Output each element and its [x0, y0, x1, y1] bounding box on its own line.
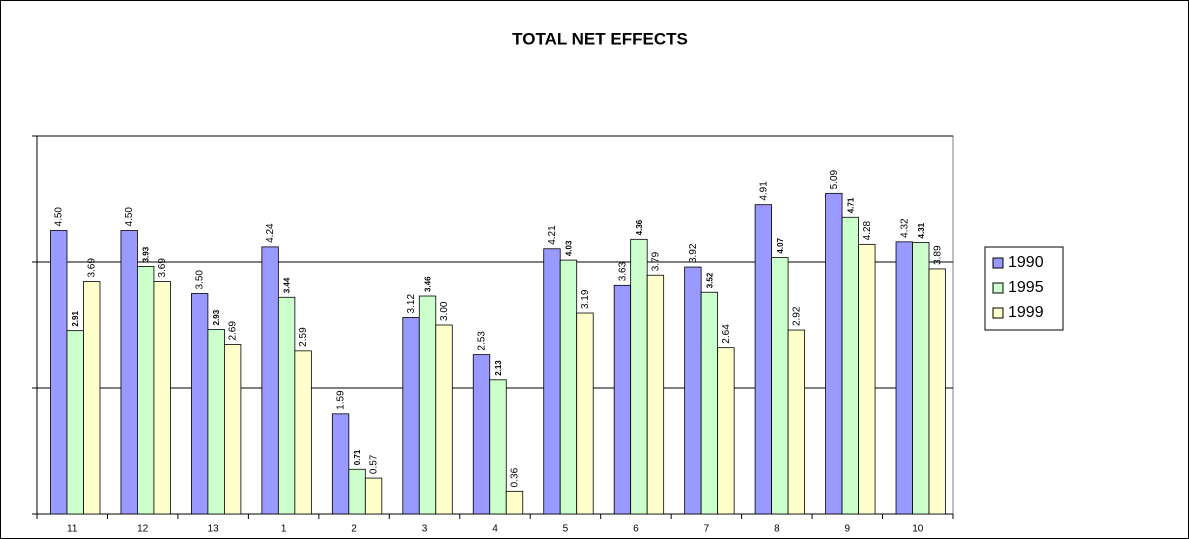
value-label: 0.36 — [510, 467, 521, 487]
value-label: 4.32 — [899, 218, 910, 238]
bar — [505, 490, 524, 515]
legend-label: 1999 — [1008, 304, 1044, 321]
x-tick-label: 12 — [137, 524, 149, 535]
bar — [120, 230, 138, 515]
value-label: 4.36 — [635, 219, 644, 235]
value-label: 2.13 — [494, 360, 503, 376]
bar — [543, 248, 561, 515]
bar — [364, 477, 383, 515]
value-label: 2.69 — [228, 321, 239, 341]
bar — [559, 259, 578, 515]
x-tick-label: 2 — [351, 524, 357, 535]
value-label: 2.91 — [71, 311, 80, 327]
bar — [489, 379, 507, 515]
value-label: 3.93 — [142, 246, 151, 262]
x-tick-label: 3 — [422, 524, 428, 535]
bar — [83, 281, 101, 515]
x-tick-label: 9 — [845, 524, 851, 535]
value-label: 2.93 — [212, 309, 221, 325]
bar — [912, 242, 930, 515]
legend-swatch — [992, 257, 1004, 269]
bar — [825, 192, 843, 515]
value-label: 2.53 — [477, 331, 488, 351]
value-label: 3.00 — [439, 301, 450, 321]
legend-label: 1990 — [1008, 254, 1044, 271]
bar — [418, 295, 437, 515]
value-label: 4.28 — [862, 220, 873, 240]
bar — [613, 284, 632, 515]
bar — [261, 246, 279, 515]
value-label: 2.59 — [298, 327, 309, 347]
value-label: 3.92 — [688, 243, 699, 263]
bar — [207, 329, 225, 515]
legend-swatch — [992, 307, 1004, 319]
bar — [754, 204, 772, 515]
value-label: 3.79 — [650, 251, 661, 271]
value-label: 4.31 — [917, 222, 926, 238]
legend-label: 1995 — [1008, 279, 1044, 296]
bar — [191, 293, 209, 515]
value-label: 4.21 — [547, 225, 558, 245]
value-label: 0.71 — [353, 449, 362, 465]
value-label: 4.50 — [124, 207, 135, 227]
bar — [841, 216, 859, 515]
x-tick-label: 13 — [208, 524, 220, 535]
bar — [684, 266, 702, 515]
bar — [402, 317, 420, 515]
bar — [771, 257, 789, 515]
bar — [435, 324, 453, 515]
value-label: 4.03 — [564, 240, 573, 256]
bar — [66, 330, 84, 515]
value-label: 4.24 — [265, 223, 276, 243]
value-label: 3.50 — [195, 270, 206, 290]
bar — [700, 291, 719, 515]
x-tick-label: 8 — [774, 524, 780, 535]
value-label: 3.52 — [705, 272, 714, 288]
x-tick-label: 5 — [563, 524, 569, 535]
x-tick-label: 7 — [704, 524, 710, 535]
bar — [153, 281, 171, 515]
value-label: 0.57 — [369, 454, 380, 474]
bar — [895, 241, 913, 515]
x-tick-label: 1 — [281, 524, 287, 535]
x-tick-label: 4 — [492, 524, 498, 535]
x-tick-label: 6 — [633, 524, 639, 535]
value-label: 3.12 — [406, 294, 417, 314]
bar — [348, 468, 366, 515]
value-label: 3.69 — [87, 258, 98, 278]
value-label: 3.19 — [580, 289, 591, 309]
bar — [630, 238, 648, 515]
bar — [787, 329, 805, 515]
value-label: 3.63 — [617, 261, 628, 281]
value-label: 3.44 — [283, 277, 292, 293]
bar — [717, 347, 735, 515]
value-label: 2.64 — [721, 324, 732, 344]
value-label: 5.09 — [829, 169, 840, 189]
bar — [224, 344, 242, 515]
value-label: 3.89 — [932, 245, 943, 265]
value-label: 3.69 — [157, 258, 168, 278]
chart-title: TOTAL NET EFFECTS — [512, 29, 688, 48]
legend-swatch — [992, 282, 1004, 294]
bar — [331, 413, 350, 515]
value-label: 4.50 — [54, 207, 65, 227]
bar — [646, 274, 665, 515]
bar — [294, 350, 312, 515]
value-label: 4.71 — [846, 197, 855, 213]
x-tick-label: 10 — [912, 524, 924, 535]
bar — [137, 266, 155, 515]
bar — [50, 230, 68, 515]
value-label: 4.07 — [776, 237, 785, 253]
bar — [277, 296, 296, 515]
x-tick-label: 11 — [67, 524, 78, 535]
value-label: 4.91 — [758, 181, 769, 201]
bar — [928, 268, 946, 515]
value-label: 2.92 — [791, 306, 802, 326]
bar — [576, 312, 594, 515]
value-label: 1.59 — [336, 390, 347, 410]
value-label: 3.46 — [424, 276, 433, 292]
bar — [858, 243, 876, 515]
bar — [472, 354, 491, 515]
